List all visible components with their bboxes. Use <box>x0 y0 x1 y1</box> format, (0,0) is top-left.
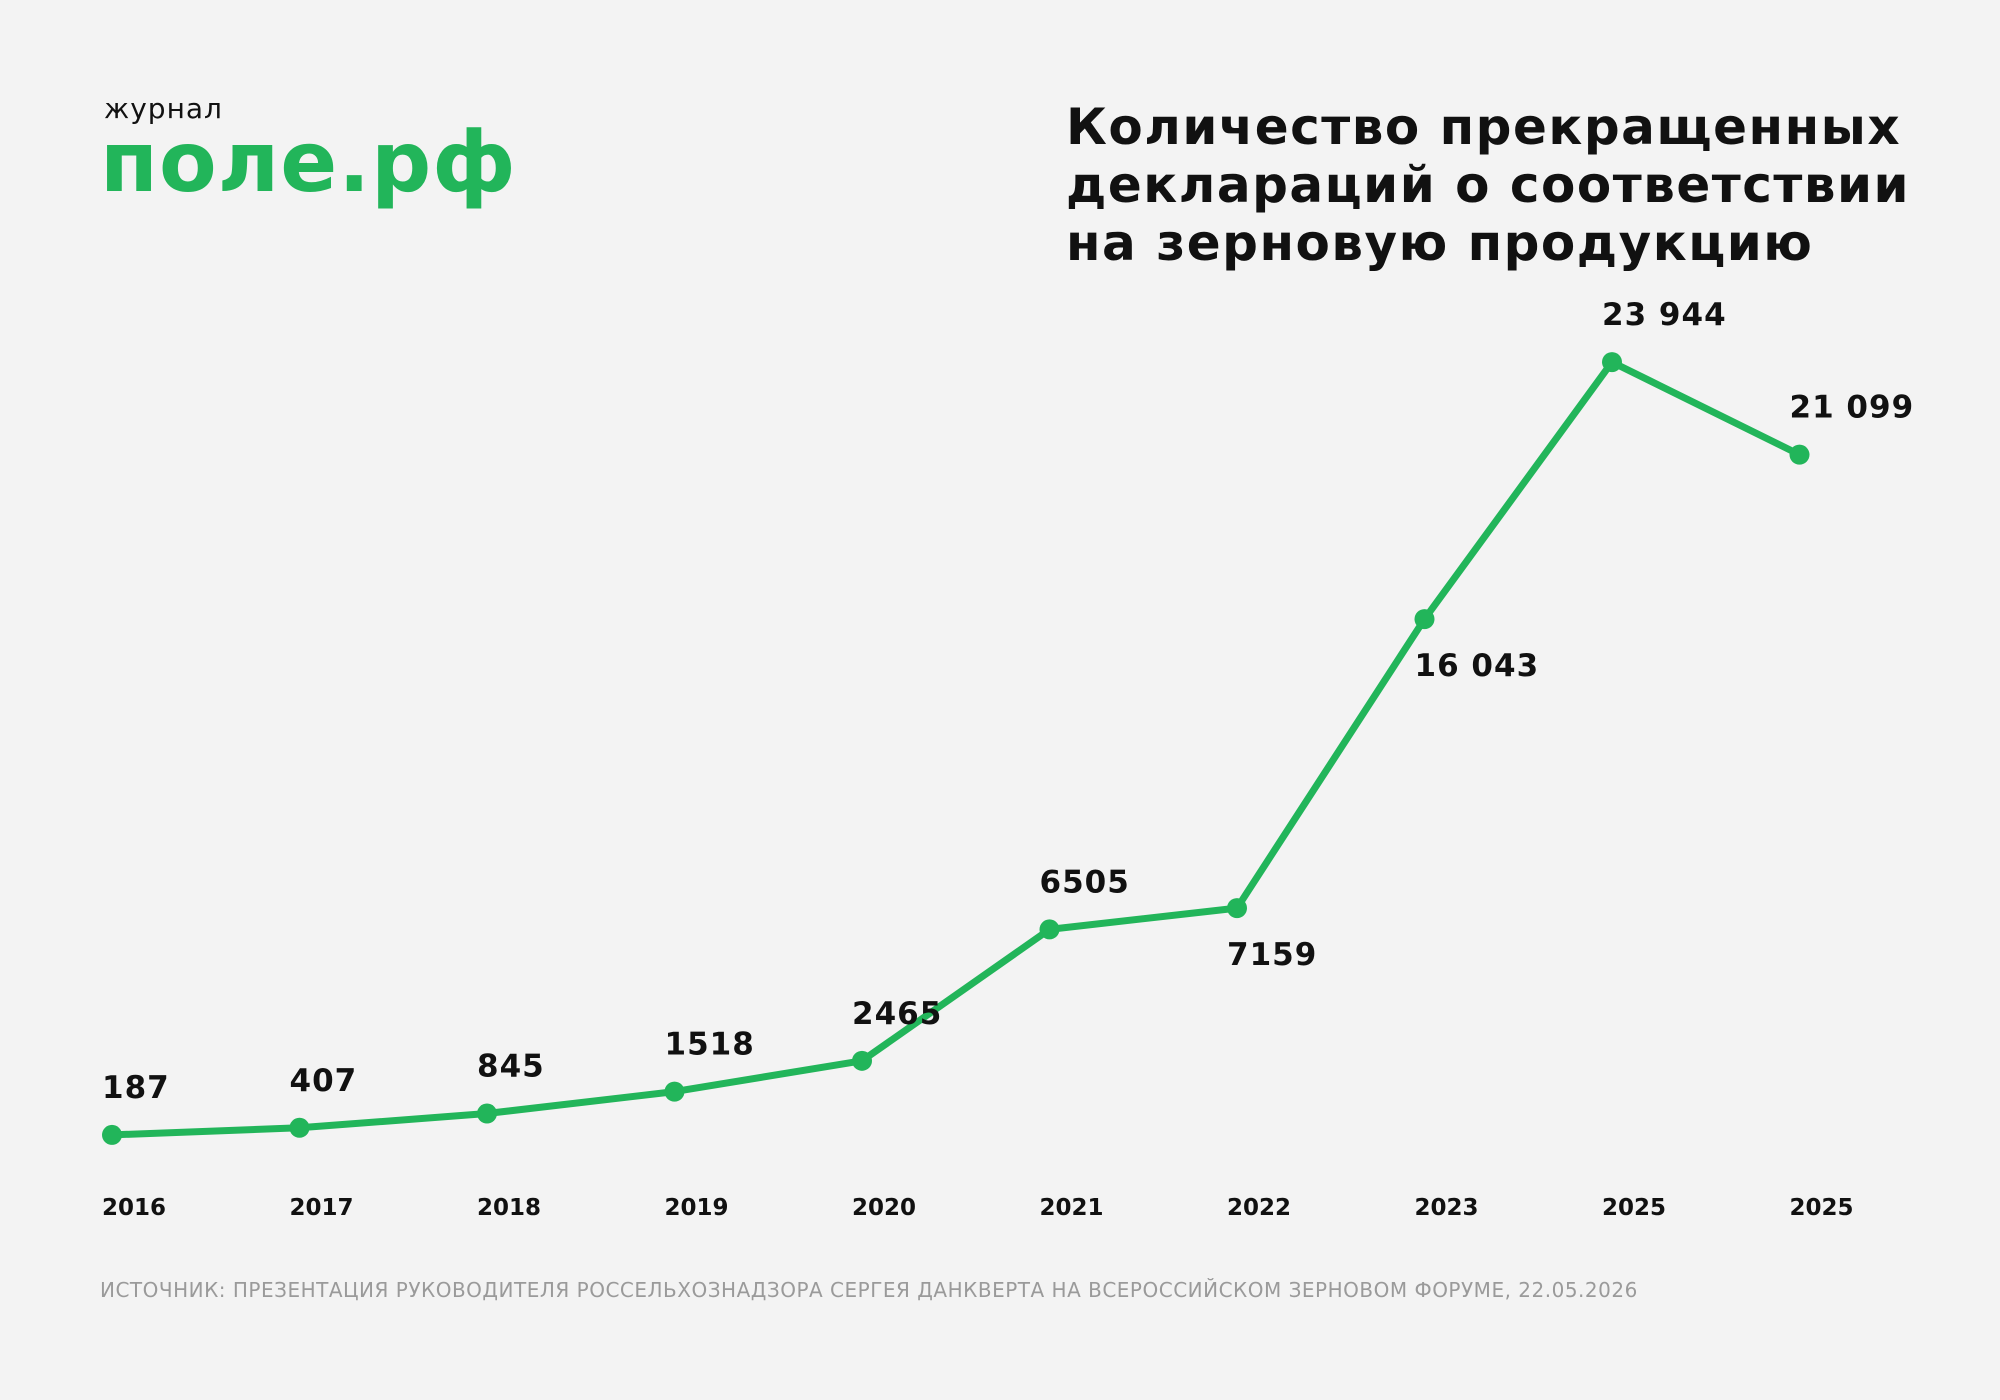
x-tick-label: 2025 <box>1602 1195 1666 1221</box>
data-point <box>1227 898 1247 919</box>
x-tick-label: 2021 <box>1040 1195 1104 1221</box>
data-label: 1518 <box>665 1027 755 1063</box>
data-label: 7159 <box>1227 937 1317 973</box>
data-label: 2465 <box>852 996 942 1032</box>
data-label: 6505 <box>1040 864 1130 900</box>
data-label: 845 <box>477 1049 545 1085</box>
data-point <box>1414 609 1435 630</box>
data-point <box>1602 352 1622 373</box>
x-tick-label: 2023 <box>1415 1195 1479 1221</box>
x-tick-label: 2016 <box>102 1195 166 1221</box>
data-point <box>477 1103 497 1124</box>
x-tick-label: 2025 <box>1790 1195 1854 1221</box>
data-point <box>664 1081 685 1102</box>
x-tick-label: 2017 <box>290 1195 354 1221</box>
brand-prefix: журнал <box>104 92 223 125</box>
series-line <box>108 358 1803 1139</box>
data-label: 187 <box>102 1070 170 1106</box>
data-point <box>102 1124 122 1145</box>
x-tick-label: 2020 <box>852 1195 916 1221</box>
x-tick-label: 2019 <box>665 1195 729 1221</box>
x-tick-label: 2018 <box>477 1195 541 1221</box>
data-label: 21 099 <box>1790 390 1915 426</box>
source-note: ИСТОЧНИК: ПРЕЗЕНТАЦИЯ РУКОВОДИТЕЛЯ РОССЕ… <box>100 1278 1638 1302</box>
data-label: 23 944 <box>1602 297 1727 333</box>
data-point <box>852 1050 872 1071</box>
data-label: 16 043 <box>1415 648 1540 684</box>
chart-title: Количество прекращенных деклараций о соо… <box>1066 98 1946 272</box>
x-tick-label: 2022 <box>1227 1195 1291 1221</box>
data-point <box>1789 444 1810 465</box>
chart-title-line: Количество прекращенных <box>1066 98 1902 156</box>
chart-title-line: деклараций о соответствии <box>1066 156 1911 214</box>
data-point <box>289 1117 310 1138</box>
brand-name: поле.рф <box>100 113 517 211</box>
data-label: 407 <box>290 1063 358 1099</box>
chart-title-line: на зерновую продукцию <box>1066 214 1814 272</box>
data-point <box>1039 919 1060 940</box>
